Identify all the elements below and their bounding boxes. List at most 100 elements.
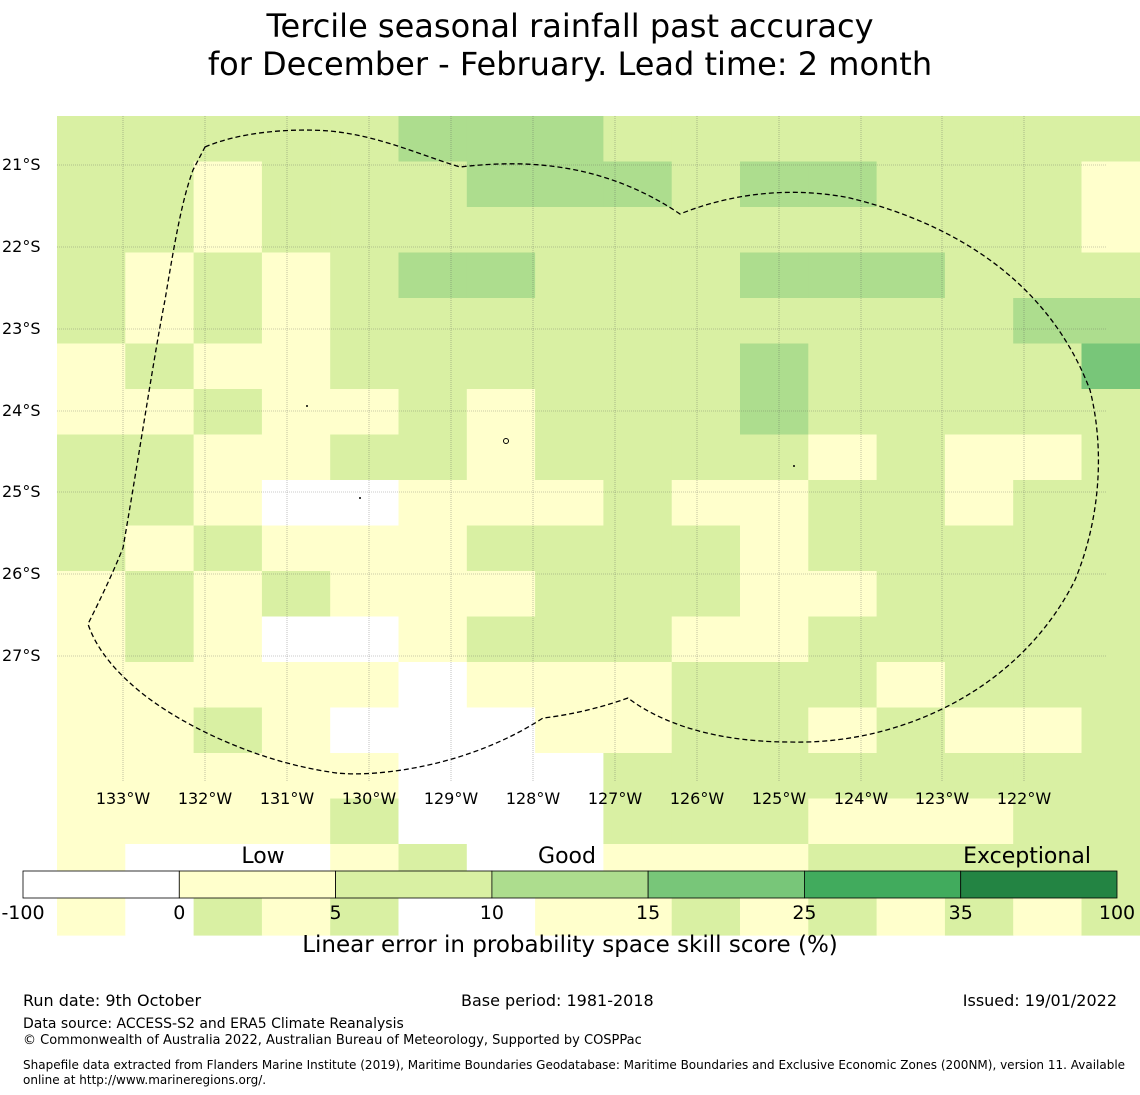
grid-cell <box>1013 116 1083 163</box>
chart-title-line-2: for December - February. Lead time: 2 mo… <box>207 45 933 83</box>
grid-cell <box>808 798 878 845</box>
grid-cell <box>466 525 536 572</box>
grid-cell <box>1013 616 1083 663</box>
grid-cell <box>808 161 878 208</box>
longitude-label: 133°W <box>95 789 151 808</box>
grid-cell <box>193 343 263 390</box>
grid-cell <box>808 571 878 618</box>
grid-cell <box>330 298 400 345</box>
grid-cell <box>876 480 946 527</box>
grid-cell <box>535 662 604 709</box>
grid-cell <box>740 616 809 663</box>
data-source: Data source: ACCESS-S2 and ERA5 Climate … <box>23 1016 404 1032</box>
grid-cell <box>671 207 741 254</box>
longitude-label: 123°W <box>914 789 970 808</box>
grid-cell <box>1013 389 1083 436</box>
grid-cell <box>535 707 604 754</box>
grid-cell <box>57 434 126 481</box>
grid-cell <box>535 343 604 390</box>
grid-cell <box>876 525 946 572</box>
grid-cell <box>876 707 946 754</box>
colorbar-tick-label: 35 <box>948 902 973 924</box>
grid-cell <box>944 480 1014 527</box>
grid-cell <box>398 343 468 390</box>
grid-cell <box>1081 161 1140 208</box>
grid-cell <box>876 571 946 618</box>
grid-cell <box>125 252 195 299</box>
grid-cell <box>808 207 878 254</box>
latitude-label: 27°S <box>2 646 41 665</box>
grid-cell <box>603 616 673 663</box>
grid-cell <box>193 571 263 618</box>
grid-cell <box>57 161 126 208</box>
grid-cell <box>1081 753 1140 800</box>
grid-cell <box>261 707 331 754</box>
grid-cell <box>330 161 400 208</box>
grid-cell <box>876 207 946 254</box>
colorbar-label: Linear error in probability space skill … <box>302 932 838 958</box>
grid-cell <box>330 116 400 163</box>
grid-cell <box>944 707 1014 754</box>
longitude-label: 132°W <box>177 789 233 808</box>
grid-cell <box>398 662 468 709</box>
grid-cell <box>466 753 536 800</box>
grid-cell <box>944 525 1014 572</box>
grid-cell <box>603 389 673 436</box>
grid-cell <box>330 389 400 436</box>
grid-cell <box>57 298 126 345</box>
colorbar-tick-label: 5 <box>329 902 342 924</box>
longitude-label: 129°W <box>423 789 479 808</box>
grid-cell <box>671 707 741 754</box>
grid-cell <box>535 525 604 572</box>
grid-cell <box>876 252 946 299</box>
grid-cell <box>535 434 604 481</box>
grid-cell <box>603 343 673 390</box>
grid-cell <box>330 252 400 299</box>
grid-cell <box>671 662 741 709</box>
grid-cell <box>466 116 536 163</box>
grid-cell <box>125 616 195 663</box>
grid-cell <box>466 434 536 481</box>
grid-cell <box>876 116 946 163</box>
grid-cell <box>603 207 673 254</box>
grid-cell <box>125 798 195 845</box>
grid-cell <box>944 252 1014 299</box>
grid-cell <box>740 116 809 163</box>
grid-cell <box>261 480 331 527</box>
longitude-label: 130°W <box>341 789 397 808</box>
chart-title-line-1: Tercile seasonal rainfall past accuracy <box>266 7 874 45</box>
grid-cell <box>466 161 536 208</box>
grid-cell <box>740 434 809 481</box>
grid-cell <box>535 207 604 254</box>
grid-cell <box>1013 707 1083 754</box>
grid-cell <box>944 571 1014 618</box>
grid-cell <box>398 707 468 754</box>
latitude-label: 26°S <box>2 564 41 583</box>
grid-cell <box>193 662 263 709</box>
grid-cell <box>1081 343 1140 390</box>
grid-cell <box>740 798 809 845</box>
longitude-label: 128°W <box>505 789 561 808</box>
grid-cell <box>57 343 126 390</box>
grid-cell <box>876 616 946 663</box>
grid-cell <box>740 707 809 754</box>
grid-cell <box>1013 161 1083 208</box>
grid-cell <box>398 753 468 800</box>
grid-cell <box>1081 571 1140 618</box>
grid-cell <box>125 571 195 618</box>
grid-cell <box>808 343 878 390</box>
grid-cell <box>261 116 331 163</box>
grid-cell <box>671 252 741 299</box>
grid-cell <box>535 798 604 845</box>
grid-cell <box>876 798 946 845</box>
grid-cell <box>57 707 126 754</box>
grid-cell <box>466 616 536 663</box>
grid-cell <box>671 161 741 208</box>
grid-cell <box>535 480 604 527</box>
grid-cell <box>466 343 536 390</box>
grid-cell <box>57 662 126 709</box>
grid-cell <box>808 434 878 481</box>
latitude-label: 21°S <box>2 155 41 174</box>
grid-cell <box>808 480 878 527</box>
grid-cell <box>944 207 1014 254</box>
